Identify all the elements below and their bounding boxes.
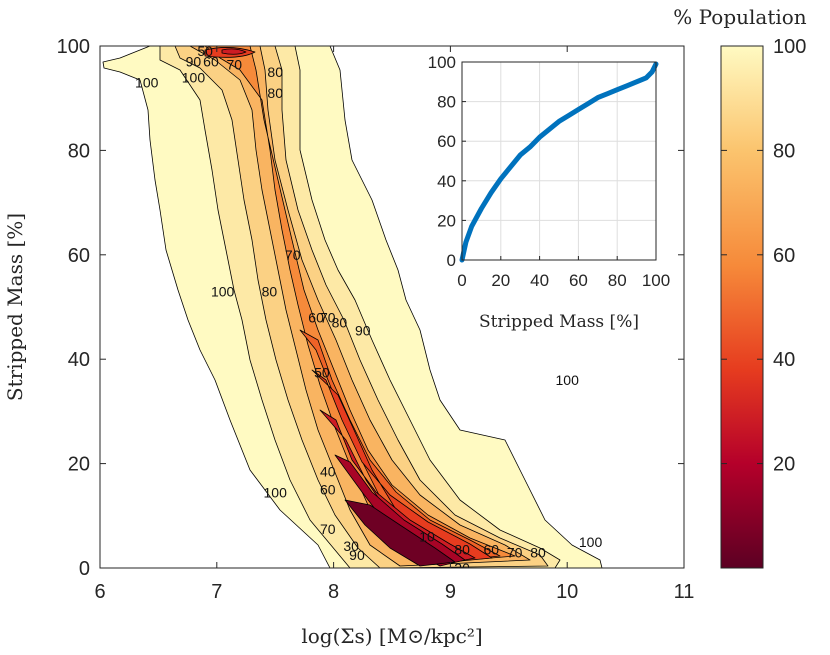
contour-label: 100 <box>135 75 159 91</box>
contour-field <box>102 46 603 568</box>
inset-plot-area <box>461 61 657 261</box>
colorbar-tick-label: 80 <box>773 140 795 162</box>
main-y-tick-label: 80 <box>68 140 90 162</box>
inset-x-tick-label: 20 <box>491 271 510 290</box>
contour-label: 30 <box>343 538 359 554</box>
contour-label: 70 <box>227 56 243 72</box>
contour-label: 100 <box>211 283 235 299</box>
inset-axes-box <box>461 61 657 261</box>
contour-label: 60 <box>483 542 499 558</box>
contour-label: 40 <box>320 463 336 479</box>
contour-label: 20 <box>454 560 470 576</box>
colorbar-tick-label: 20 <box>773 454 795 476</box>
contour-label: 80 <box>332 315 348 331</box>
inset-x-tick-label: 40 <box>530 271 549 290</box>
inset-y-tick-label: 60 <box>437 132 456 151</box>
inset-x-tick-label: 100 <box>642 271 670 290</box>
contour-label: 100 <box>579 534 603 550</box>
inset-y-tick-label: 100 <box>428 53 456 72</box>
contour-label: 90 <box>186 54 202 70</box>
contour-band-40 <box>311 369 493 563</box>
inset-y-tick-label: 20 <box>437 211 456 230</box>
contour-label: 80 <box>530 544 546 560</box>
main-y-tick-label: 20 <box>68 454 90 476</box>
contour-label: 70 <box>507 544 523 560</box>
contour-band-10 <box>344 499 456 567</box>
inset-y-tick-label: 80 <box>437 93 456 112</box>
colorbar-tick-label: 40 <box>773 349 795 371</box>
contour-label: 60 <box>308 309 324 325</box>
main-y-tick-label: 40 <box>68 349 90 371</box>
inset-x-tick-label: 0 <box>457 271 466 290</box>
contour-band-30 <box>319 409 476 565</box>
inset-y-tick-label: 0 <box>447 251 456 270</box>
colorbar-ticks: 20 40 60 80 100 <box>721 36 806 476</box>
contour-label: 70 <box>320 309 336 325</box>
main-x-tick-label: 8 <box>328 581 339 603</box>
contour-label: 60 <box>203 54 219 70</box>
main-axes-box <box>99 45 685 569</box>
contour-label: 50 <box>197 43 213 59</box>
contour-label: 10 <box>419 529 435 545</box>
inset-series-line <box>459 61 659 263</box>
contour-label: 100 <box>556 372 580 388</box>
colorbar-title: % Population <box>673 5 807 29</box>
contour-label: 80 <box>262 283 278 299</box>
main-y-tick-label: 60 <box>68 245 90 267</box>
inset-y-tick-label: 40 <box>437 172 456 191</box>
contour-label: 70 <box>285 247 301 263</box>
main-x-tick-label: 6 <box>94 581 105 603</box>
inset-x-tick-label: 60 <box>569 271 588 290</box>
contour-label: 90 <box>349 547 365 563</box>
main-x-tick-label: 9 <box>445 581 456 603</box>
contour-hotspot-top-core <box>221 48 247 55</box>
colorbar <box>720 45 764 569</box>
inset-axis-ticks: 0 20 40 60 80 100 0 20 40 60 80 100 <box>428 53 671 290</box>
main-x-tick-label: 10 <box>556 581 578 603</box>
main-y-axis-label: Stripped Mass [%] <box>3 213 27 401</box>
contour-label: 100 <box>264 484 288 500</box>
contour-label: 50 <box>314 364 330 380</box>
colorbar-tick-label: 60 <box>773 245 795 267</box>
contour-label: 70 <box>320 521 336 537</box>
contour-label: 100 <box>182 69 206 85</box>
main-x-tick-label: 11 <box>674 581 695 603</box>
contour-label: 60 <box>320 482 336 498</box>
main-x-tick-label: 7 <box>211 581 222 603</box>
contour-label: 80 <box>454 542 470 558</box>
inset-x-tick-label: 80 <box>608 271 627 290</box>
main-y-tick-label: 0 <box>79 558 90 580</box>
colorbar-tick-label: 100 <box>773 36 806 58</box>
main-y-tick-label: 100 <box>57 36 90 58</box>
contour-label: 90 <box>355 322 371 338</box>
main-x-axis-label: log(Σs) [M⊙/kpc²] <box>301 624 482 648</box>
contour-label: 80 <box>267 85 283 101</box>
contour-label: 80 <box>267 64 283 80</box>
inset-x-axis-label: Stripped Mass [%] <box>479 312 639 332</box>
